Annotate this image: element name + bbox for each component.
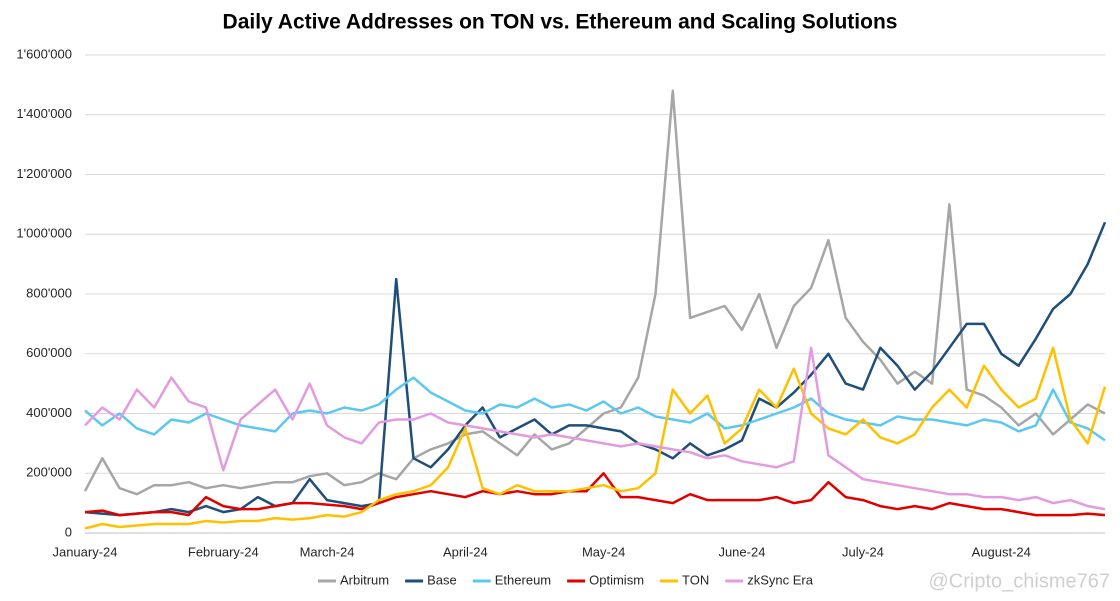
series-line	[84, 346, 1107, 530]
y-tick-label: 800'000	[26, 285, 72, 300]
x-tick-label: May-24	[582, 544, 625, 559]
y-tick-label: 400'000	[26, 405, 72, 420]
y-tick-label: 200'000	[26, 465, 72, 480]
series-line	[84, 346, 1106, 511]
y-tick-label: 1'400'000	[16, 106, 72, 121]
x-tick-label: January-24	[52, 544, 117, 559]
series-line	[84, 376, 1106, 442]
y-tick-label: 600'000	[26, 345, 72, 360]
series-line	[83, 89, 1106, 496]
chart-title: Daily Active Addresses on TON vs. Ethere…	[223, 11, 898, 34]
legend-label: Base	[427, 572, 457, 587]
x-tick-label: August-24	[972, 544, 1031, 559]
legend-label: Ethereum	[495, 572, 551, 587]
y-tick-label: 0	[65, 524, 72, 539]
legend-label: Optimism	[589, 572, 644, 587]
x-tick-label: April-24	[443, 544, 488, 559]
legend-label: zkSync Era	[747, 572, 814, 587]
y-tick-label: 1'600'000	[16, 46, 72, 61]
legend-label: Arbitrum	[340, 572, 389, 587]
series-line	[84, 472, 1106, 517]
series-line	[84, 221, 1107, 517]
x-tick-label: July-24	[842, 544, 884, 559]
y-tick-label: 1'000'000	[16, 226, 72, 241]
x-tick-label: June-24	[718, 544, 765, 559]
watermark: @Cripto_chisme767	[929, 570, 1111, 592]
x-tick-label: February-24	[188, 544, 259, 559]
legend-label: TON	[682, 572, 709, 587]
y-tick-label: 1'200'000	[16, 166, 72, 181]
x-tick-label: March-24	[300, 544, 355, 559]
